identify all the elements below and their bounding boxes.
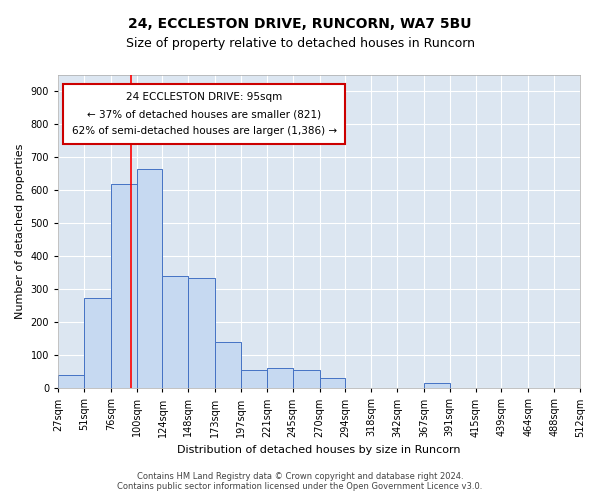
Text: ← 37% of detached houses are smaller (821): ← 37% of detached houses are smaller (82…: [87, 109, 321, 119]
Bar: [137, 169, 163, 388]
Text: Contains HM Land Registry data © Crown copyright and database right 2024.: Contains HM Land Registry data © Crown c…: [137, 472, 463, 481]
Bar: [188, 278, 215, 388]
Bar: [267, 368, 293, 388]
Bar: [215, 342, 241, 388]
Bar: [293, 370, 320, 388]
Text: Contains public sector information licensed under the Open Government Licence v3: Contains public sector information licen…: [118, 482, 482, 491]
X-axis label: Distribution of detached houses by size in Runcorn: Distribution of detached houses by size …: [177, 445, 461, 455]
Y-axis label: Number of detached properties: Number of detached properties: [15, 144, 25, 320]
Bar: [58, 375, 84, 388]
Bar: [320, 378, 346, 388]
Bar: [111, 184, 137, 388]
Bar: [241, 370, 267, 388]
Bar: [424, 384, 450, 388]
Text: 24 ECCLESTON DRIVE: 95sqm: 24 ECCLESTON DRIVE: 95sqm: [126, 92, 283, 102]
Bar: [163, 276, 188, 388]
Text: Size of property relative to detached houses in Runcorn: Size of property relative to detached ho…: [125, 38, 475, 51]
Bar: [64, 84, 345, 144]
Bar: [84, 298, 111, 388]
Text: 24, ECCLESTON DRIVE, RUNCORN, WA7 5BU: 24, ECCLESTON DRIVE, RUNCORN, WA7 5BU: [128, 18, 472, 32]
Text: 62% of semi-detached houses are larger (1,386) →: 62% of semi-detached houses are larger (…: [71, 126, 337, 136]
